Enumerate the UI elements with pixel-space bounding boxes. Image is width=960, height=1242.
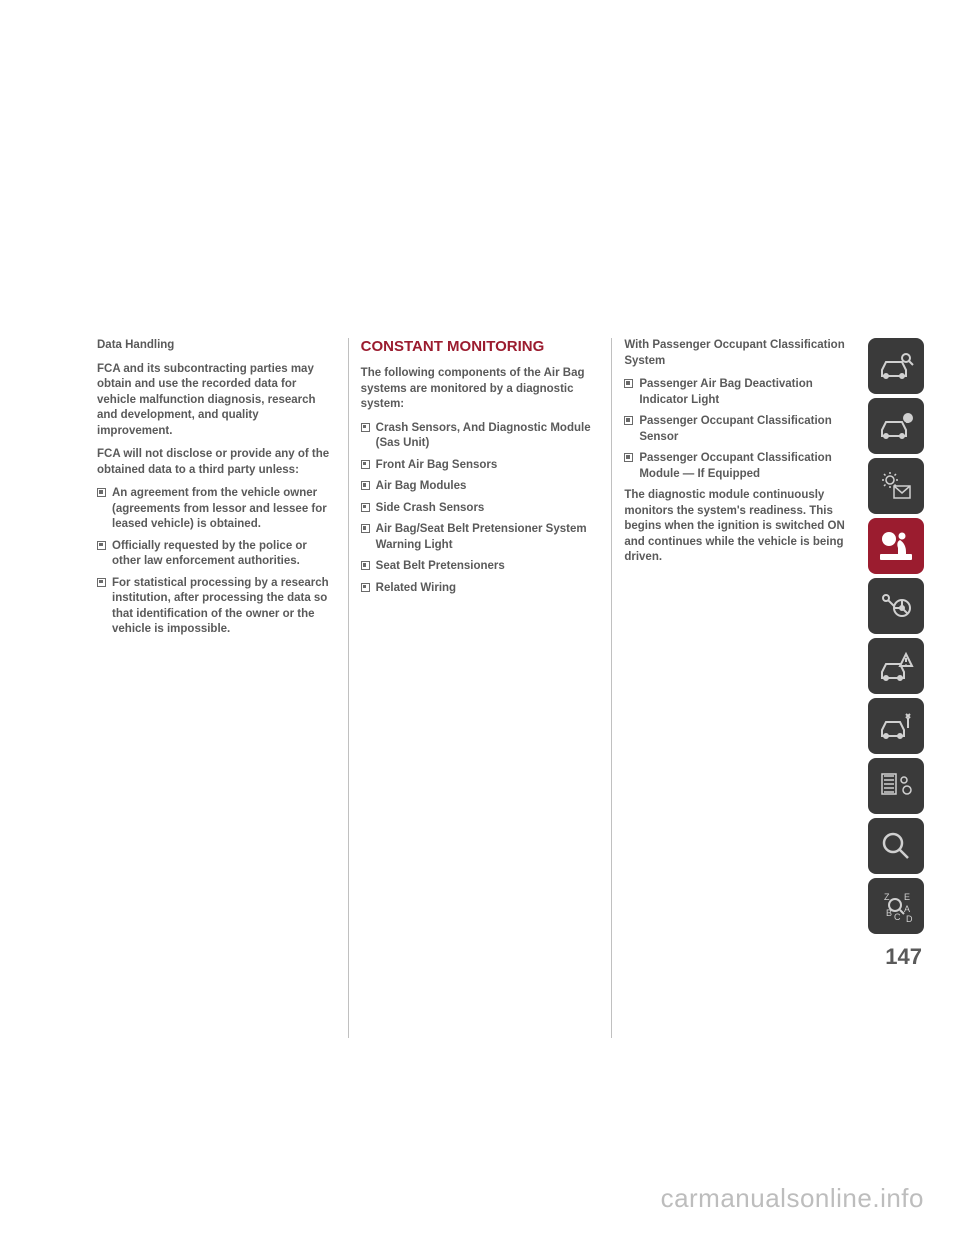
col2-bullet-row: Air Bag Modules bbox=[361, 479, 600, 495]
svg-text:D: D bbox=[906, 914, 913, 924]
bullet-icon bbox=[361, 503, 370, 512]
list-gears-icon bbox=[876, 766, 916, 806]
watermark: carmanualsonline.info bbox=[661, 1183, 924, 1214]
col1-bullet-2: Officially requested by the police or ot… bbox=[112, 539, 336, 570]
bullet-icon bbox=[361, 524, 370, 533]
col1-bullet-row: An agreement from the vehicle owner (agr… bbox=[97, 486, 336, 533]
col2-p1: The following components of the Air Bag … bbox=[361, 366, 600, 413]
col3-bullet-row: Passenger Air Bag Deactivation Indicator… bbox=[624, 377, 863, 408]
tab-4-airbag[interactable] bbox=[868, 518, 924, 574]
car-wrench-icon bbox=[876, 706, 916, 746]
col2-heading: CONSTANT MONITORING bbox=[361, 338, 600, 356]
col2-b2: Front Air Bag Sensors bbox=[376, 458, 498, 474]
letters-magnifier-icon: ZEBACD bbox=[876, 886, 916, 926]
col2-b5: Air Bag/Seat Belt Pretensioner System Wa… bbox=[376, 522, 600, 553]
col3-p1: The diagnostic module continuously monit… bbox=[624, 488, 863, 566]
col2-b1: Crash Sensors, And Diagnostic Module (Sa… bbox=[376, 421, 600, 452]
col1-p2: FCA will not disclose or provide any of … bbox=[97, 447, 336, 478]
airbag-icon bbox=[876, 526, 916, 566]
col1-bullet-3: For statistical processing by a research… bbox=[112, 576, 336, 638]
magnifier-icon bbox=[876, 826, 916, 866]
col1-heading: Data Handling bbox=[97, 338, 336, 354]
side-tabs: i ZEBACD bbox=[868, 338, 924, 934]
column-3: With Passenger Occupant Classification S… bbox=[612, 338, 875, 1038]
col1-bullet-row: For statistical processing by a research… bbox=[97, 576, 336, 638]
col1-bullet-row: Officially requested by the police or ot… bbox=[97, 539, 336, 570]
page-content: Data Handling FCA and its subcontracting… bbox=[85, 338, 875, 1038]
bullet-icon bbox=[361, 561, 370, 570]
page-number: 147 bbox=[885, 944, 922, 970]
col2-bullet-row: Related Wiring bbox=[361, 581, 600, 597]
col2-b3: Air Bag Modules bbox=[376, 479, 467, 495]
car-search-icon bbox=[876, 346, 916, 386]
bullet-icon bbox=[97, 488, 106, 497]
svg-text:E: E bbox=[904, 892, 910, 902]
col3-bullet-row: Passenger Occupant Classification Module… bbox=[624, 451, 863, 482]
bullet-icon bbox=[624, 453, 633, 462]
bullet-icon bbox=[361, 583, 370, 592]
col2-b7: Related Wiring bbox=[376, 581, 456, 597]
tab-3[interactable] bbox=[868, 458, 924, 514]
bullet-icon bbox=[97, 578, 106, 587]
svg-text:C: C bbox=[894, 912, 901, 922]
tab-8[interactable] bbox=[868, 758, 924, 814]
car-warning-icon bbox=[876, 646, 916, 686]
car-info-icon: i bbox=[876, 406, 916, 446]
bullet-icon bbox=[624, 416, 633, 425]
svg-text:Z: Z bbox=[884, 892, 890, 902]
col3-b1: Passenger Air Bag Deactivation Indicator… bbox=[639, 377, 863, 408]
tab-10[interactable]: ZEBACD bbox=[868, 878, 924, 934]
col2-bullet-row: Front Air Bag Sensors bbox=[361, 458, 600, 474]
col2-b6: Seat Belt Pretensioners bbox=[376, 559, 505, 575]
col2-b4: Side Crash Sensors bbox=[376, 501, 485, 517]
tab-1[interactable] bbox=[868, 338, 924, 394]
column-2: CONSTANT MONITORING The following compon… bbox=[349, 338, 613, 1038]
col2-bullet-row: Side Crash Sensors bbox=[361, 501, 600, 517]
tab-2[interactable]: i bbox=[868, 398, 924, 454]
col3-heading: With Passenger Occupant Classification S… bbox=[624, 338, 863, 369]
column-1: Data Handling FCA and its subcontracting… bbox=[85, 338, 349, 1038]
key-wheel-icon bbox=[876, 586, 916, 626]
bullet-icon bbox=[97, 541, 106, 550]
sun-envelope-icon bbox=[876, 466, 916, 506]
bullet-icon bbox=[624, 379, 633, 388]
svg-text:i: i bbox=[907, 415, 909, 424]
tab-6[interactable] bbox=[868, 638, 924, 694]
tab-5[interactable] bbox=[868, 578, 924, 634]
col1-bullet-1: An agreement from the vehicle owner (agr… bbox=[112, 486, 336, 533]
tab-9[interactable] bbox=[868, 818, 924, 874]
bullet-icon bbox=[361, 460, 370, 469]
col2-bullet-row: Seat Belt Pretensioners bbox=[361, 559, 600, 575]
col3-b3: Passenger Occupant Classification Module… bbox=[639, 451, 863, 482]
svg-text:A: A bbox=[904, 904, 910, 914]
col3-b2: Passenger Occupant Classification Sensor bbox=[639, 414, 863, 445]
bullet-icon bbox=[361, 423, 370, 432]
col2-bullet-row: Air Bag/Seat Belt Pretensioner System Wa… bbox=[361, 522, 600, 553]
col1-p1: FCA and its subcontracting parties may o… bbox=[97, 362, 336, 440]
bullet-icon bbox=[361, 481, 370, 490]
col3-bullet-row: Passenger Occupant Classification Sensor bbox=[624, 414, 863, 445]
col2-bullet-row: Crash Sensors, And Diagnostic Module (Sa… bbox=[361, 421, 600, 452]
tab-7[interactable] bbox=[868, 698, 924, 754]
